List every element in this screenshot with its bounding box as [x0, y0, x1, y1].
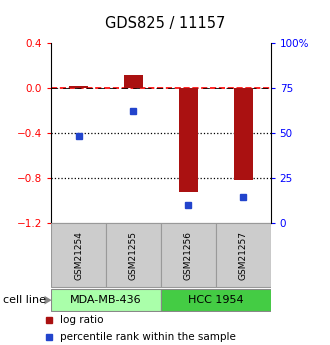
- Text: percentile rank within the sample: percentile rank within the sample: [60, 332, 236, 342]
- Bar: [106, 223, 161, 287]
- Bar: [51, 223, 106, 287]
- Text: GSM21257: GSM21257: [239, 231, 248, 280]
- Text: GDS825 / 11157: GDS825 / 11157: [105, 16, 225, 30]
- Text: GSM21255: GSM21255: [129, 231, 138, 280]
- Bar: [51, 289, 161, 311]
- Text: GSM21256: GSM21256: [184, 231, 193, 280]
- Text: GSM21254: GSM21254: [74, 231, 83, 280]
- Bar: [234, 88, 253, 180]
- Bar: [216, 223, 271, 287]
- Text: log ratio: log ratio: [60, 315, 104, 325]
- Bar: [69, 86, 88, 88]
- Text: MDA-MB-436: MDA-MB-436: [70, 295, 142, 305]
- Bar: [161, 223, 216, 287]
- Bar: [124, 75, 143, 88]
- Bar: [161, 289, 271, 311]
- Text: cell line: cell line: [3, 295, 46, 305]
- Text: HCC 1954: HCC 1954: [188, 295, 244, 305]
- Bar: [179, 88, 198, 192]
